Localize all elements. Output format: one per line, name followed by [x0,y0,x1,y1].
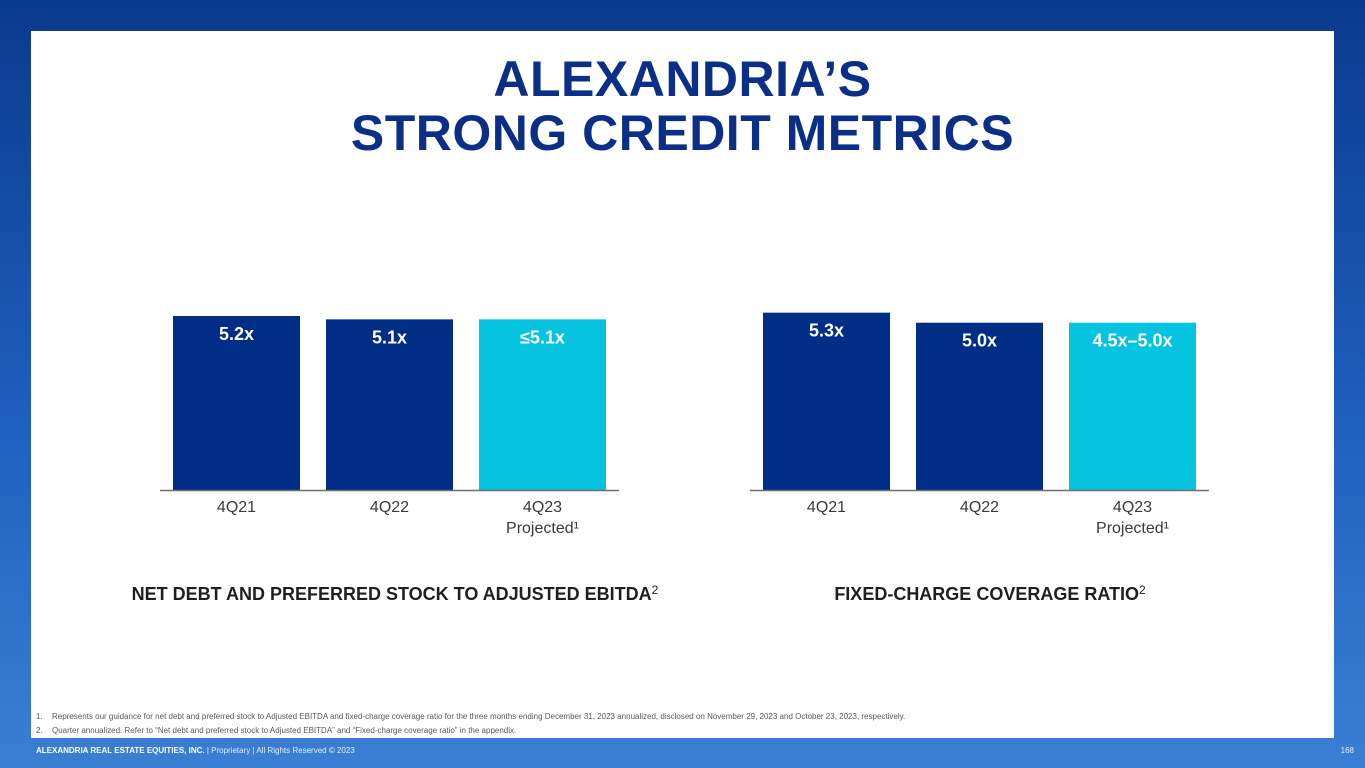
fixed-charge-bar-4q21 [763,312,890,490]
fixed-charge-data-label-4q21: 5.3x [809,321,844,341]
net-debt-data-label-4q23: ≤5.1x [520,327,565,347]
footnote-2-text: Quarter annualized. Refer to “Net debt a… [52,726,517,735]
footnotes: 1. Represents our guidance for net debt a… [36,710,905,738]
net-debt-bar-4q22 [326,319,453,490]
footnote-2-number: 2. [36,726,43,735]
fixed-charge-category-label-4q22: 4Q22 [960,499,999,516]
net-debt-chart-title-footnote: 2 [651,583,659,597]
fixed-charge-data-label-4q23: 4.5x–5.0x [1092,331,1172,351]
net-debt-data-label-4q22: 5.1x [372,327,407,347]
footnote-2: 2. Quarter annualized. Refer to “Net debt… [36,724,905,738]
fixed-charge-data-label-4q22: 5.0x [962,331,997,351]
fixed-charge-bar-4q23 [1069,322,1196,490]
net-debt-category-label-4q21: 4Q21 [217,499,256,516]
fixed-charge-category-label-4q21: 4Q21 [807,499,846,516]
net-debt-bar-4q21 [173,316,300,490]
footer-legal: | Proprietary | All Rights Reserved © 20… [204,746,355,755]
fixed-charge-category-sublabel-4q23: Projected¹ [1096,520,1169,537]
net-debt-bar-4q23 [479,319,606,490]
fixed-charge-chart-title-footnote: 2 [1139,583,1146,597]
net-debt-chart: 5.2x 4Q21 5.1x 4Q22 ≤5.1x 4Q23 Projected¹ [160,316,619,537]
footnote-1: 1. Represents our guidance for net debt a… [36,710,905,724]
fixed-charge-bar-4q22 [916,322,1043,490]
footnote-1-text: Represents our guidance for net debt and… [52,712,906,721]
fixed-charge-chart: 5.3x 4Q21 5.0x 4Q22 4.5x–5.0x 4Q23 Projected¹ [750,312,1209,537]
net-debt-chart-title: NET DEBT AND PREFERRED STOCK TO ADJUSTED… [110,583,680,605]
net-debt-chart-title-text: NET DEBT AND PREFERRED STOCK TO ADJUSTED… [131,584,652,604]
footer: ALEXANDRIA REAL ESTATE EQUITIES, INC. | … [36,746,355,755]
net-debt-category-label-4q22: 4Q22 [370,499,409,516]
page-number: 168 [1340,746,1354,755]
footnote-1-number: 1. [36,712,43,721]
fixed-charge-chart-title: FIXED-CHARGE COVERAGE RATIO2 [780,583,1200,605]
page-title: ALEXANDRIA’S STRONG CREDIT METRICS [0,52,1365,160]
footer-company: ALEXANDRIA REAL ESTATE EQUITIES, INC. [36,746,205,755]
net-debt-data-label-4q21: 5.2x [219,324,254,344]
title-line-2: STRONG CREDIT METRICS [350,105,1015,161]
net-debt-category-label-4q23: 4Q23 [523,499,562,516]
fixed-charge-chart-title-text: FIXED-CHARGE COVERAGE RATIO [834,584,1139,604]
title-line-1: ALEXANDRIA’S [493,51,872,107]
fixed-charge-category-label-4q23: 4Q23 [1113,499,1152,516]
net-debt-category-sublabel-4q23: Projected¹ [506,520,579,537]
